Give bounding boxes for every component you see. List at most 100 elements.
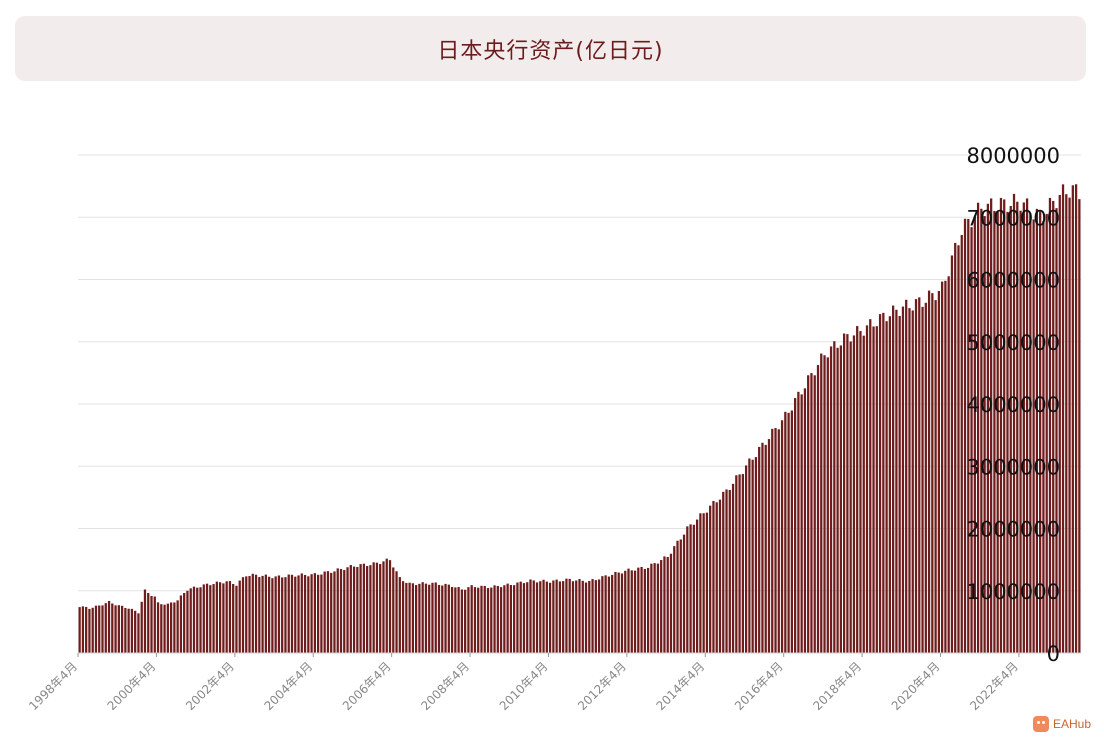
- bar: [1048, 197, 1052, 653]
- bar: [1052, 200, 1055, 653]
- x-tick-label: 2008年4月: [418, 659, 472, 713]
- bar: [914, 299, 918, 653]
- bar: [744, 465, 748, 653]
- bar: [921, 306, 924, 653]
- bar: [653, 563, 656, 653]
- bar: [114, 605, 117, 653]
- bar: [578, 579, 581, 653]
- bar: [464, 589, 467, 653]
- bar: [134, 610, 137, 653]
- bar: [637, 567, 640, 653]
- bar: [91, 607, 94, 653]
- bar: [594, 580, 597, 653]
- bar: [526, 582, 529, 653]
- bar: [898, 315, 901, 653]
- bar: [738, 474, 741, 653]
- x-tick-label: 2002年4月: [183, 659, 237, 713]
- bar: [722, 491, 725, 653]
- bar: [88, 608, 91, 653]
- bar: [682, 534, 686, 653]
- bar: [186, 590, 189, 653]
- bar: [787, 412, 790, 653]
- x-tick-label: 2006年4月: [340, 659, 394, 713]
- bar: [107, 600, 111, 653]
- bar: [169, 602, 173, 653]
- bar: [947, 276, 950, 653]
- bar: [261, 575, 264, 653]
- bar: [352, 566, 356, 653]
- bar: [927, 290, 931, 653]
- bar: [539, 581, 542, 653]
- bar: [1065, 194, 1068, 653]
- bar: [287, 574, 290, 653]
- bar: [758, 446, 761, 653]
- bar: [918, 297, 921, 653]
- bar: [444, 583, 447, 653]
- bar: [290, 574, 294, 653]
- bar: [676, 540, 679, 653]
- bar: [686, 526, 689, 653]
- bar: [310, 574, 313, 653]
- bar: [78, 607, 81, 653]
- bar: [931, 293, 934, 653]
- bar: [183, 593, 186, 653]
- bar: [754, 457, 758, 653]
- bar: [359, 564, 362, 653]
- bar: [1035, 208, 1039, 653]
- bar: [147, 592, 150, 653]
- bar: [617, 572, 620, 653]
- bar: [712, 500, 715, 653]
- bar: [130, 608, 134, 653]
- bar: [581, 580, 584, 653]
- bar: [199, 587, 202, 653]
- bar: [568, 578, 571, 653]
- bar: [748, 458, 751, 653]
- bar: [941, 281, 944, 653]
- bar: [950, 255, 954, 653]
- bar: [362, 563, 366, 653]
- bar: [467, 587, 470, 653]
- bar: [1016, 201, 1019, 653]
- bar: [447, 584, 450, 653]
- bar: [94, 605, 98, 653]
- bar: [597, 579, 601, 653]
- bar: [225, 581, 228, 653]
- bar: [137, 613, 140, 653]
- bar: [1039, 211, 1042, 653]
- bar: [104, 603, 107, 653]
- bar: [385, 558, 388, 653]
- bar: [473, 587, 477, 653]
- bar: [807, 375, 810, 653]
- bar: [428, 584, 431, 653]
- bar: [869, 319, 872, 653]
- bar: [218, 582, 222, 653]
- bar: [1042, 220, 1045, 654]
- watermark: EAHub: [1033, 716, 1091, 732]
- bar: [450, 587, 454, 653]
- bar: [954, 242, 957, 653]
- bar: [620, 573, 624, 653]
- y-tick-label: 3000000: [966, 455, 1060, 479]
- bar: [124, 608, 127, 653]
- bar: [1029, 213, 1032, 653]
- bar: [205, 583, 209, 653]
- bar: [692, 524, 695, 653]
- bar: [862, 335, 865, 653]
- bar: [986, 203, 990, 653]
- bar: [823, 355, 826, 653]
- bar: [996, 211, 999, 654]
- bar: [751, 459, 754, 653]
- bar: [646, 567, 650, 653]
- y-tick-label: 7000000: [966, 206, 1060, 230]
- bar: [1012, 193, 1016, 654]
- bar: [179, 595, 183, 653]
- bar: [316, 574, 320, 653]
- bar: [810, 373, 813, 653]
- bar: [258, 577, 261, 653]
- bar: [398, 577, 401, 653]
- bar: [872, 326, 875, 653]
- bar: [973, 216, 976, 654]
- bar: [816, 365, 820, 653]
- bar: [379, 564, 382, 653]
- bar: [232, 583, 235, 653]
